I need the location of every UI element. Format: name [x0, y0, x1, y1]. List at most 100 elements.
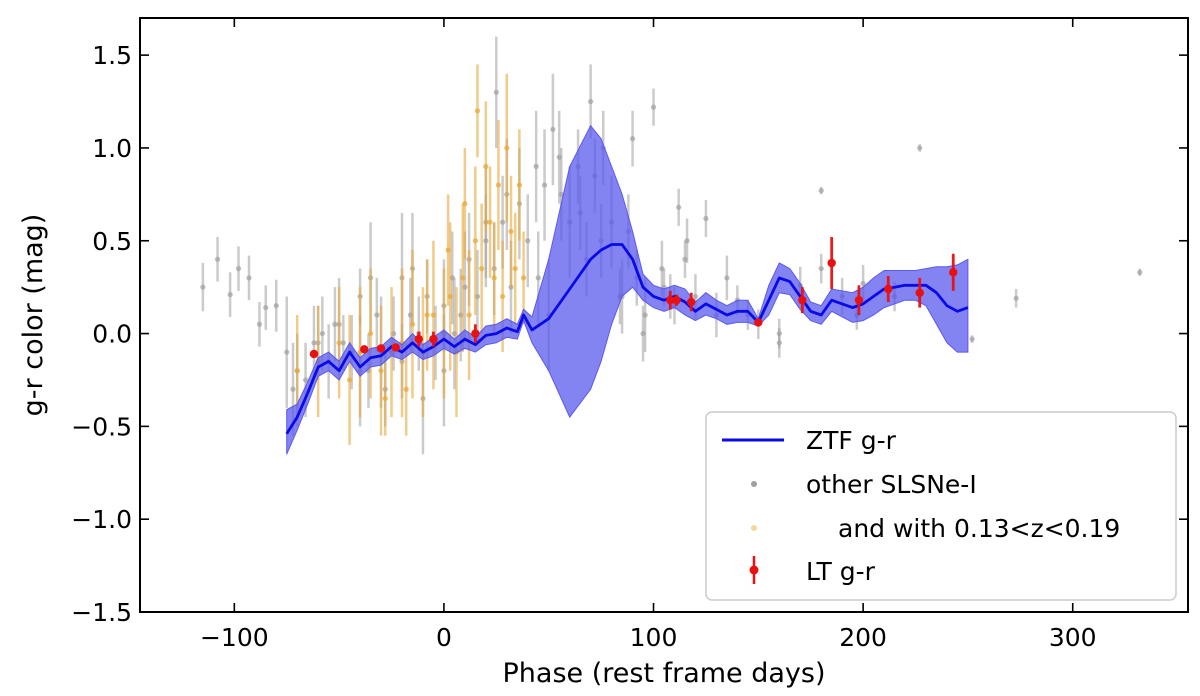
redshift-point — [520, 275, 527, 281]
y-tick-label: 1.5 — [92, 41, 132, 70]
legend-redshift-label: and with 0.13<z<0.19 — [838, 514, 1120, 543]
redshift-point — [336, 340, 342, 346]
other-slsne-point — [235, 265, 242, 272]
y-tick-label: 0.0 — [92, 320, 132, 349]
other-slsne-point — [1137, 269, 1143, 275]
redshift-point — [382, 395, 388, 402]
redshift-point — [409, 321, 416, 327]
legend-redshift-swatch — [751, 525, 757, 531]
ztf-band — [286, 124, 969, 455]
other-slsne-point — [588, 98, 594, 105]
redshift-point — [462, 201, 468, 207]
redshift-point — [487, 219, 493, 225]
ztf-band-layer — [286, 124, 969, 455]
x-tick-label: −100 — [200, 623, 269, 652]
x-tick-label: 0 — [436, 623, 452, 652]
redshift-point — [508, 228, 514, 235]
redshift-point — [483, 163, 489, 170]
redshift-point — [430, 312, 437, 318]
lt-point — [687, 297, 696, 307]
other-slsne-point — [525, 238, 531, 244]
other-slsne-point — [650, 104, 657, 110]
x-axis: −100 0 100 200 300 — [200, 18, 1097, 652]
plot-frame — [139, 17, 1189, 613]
other-slsne-point — [263, 304, 269, 311]
legend-lt-label: LT g-r — [806, 557, 876, 586]
other-slsne-point — [703, 215, 709, 222]
other-slsne-point — [273, 303, 279, 309]
lt-point — [429, 334, 438, 344]
redshift-point — [495, 182, 502, 188]
other-slsne-point — [969, 336, 975, 342]
lt-point — [754, 318, 763, 327]
other-slsne-point — [332, 321, 338, 327]
redshift-point — [516, 182, 522, 188]
other-slsne-point — [533, 163, 539, 170]
redshift-point — [460, 275, 466, 281]
redshift-point — [466, 312, 472, 318]
redshift-point — [445, 247, 451, 253]
other-slsne-point — [640, 330, 646, 337]
x-axis-label: Phase (rest frame days) — [503, 658, 826, 689]
other-slsne-point — [541, 182, 548, 188]
other-slsne-point — [284, 349, 290, 355]
lt-point — [949, 268, 958, 277]
other-slsne-point — [776, 330, 782, 337]
legend: ZTF g-r other SLSNe-I and with 0.13<z<0.… — [705, 411, 1177, 601]
legend-other-swatch — [751, 481, 757, 487]
redshift-point — [472, 238, 478, 244]
lt-point — [666, 295, 675, 305]
other-slsne-point — [535, 275, 541, 281]
other-slsne-point — [246, 275, 252, 281]
legend-box — [705, 411, 1177, 601]
other-slsne-point — [340, 340, 346, 346]
x-tick-label: 200 — [839, 623, 887, 652]
redshift-point — [504, 145, 510, 151]
other-slsne-point — [319, 330, 325, 337]
legend-lt-swatch — [749, 565, 759, 575]
lt-point — [672, 295, 681, 305]
other-slsne-point — [556, 154, 562, 160]
other-slsne-point — [550, 126, 556, 132]
other-slsne-point — [493, 89, 499, 95]
y-tick-label: −1.5 — [71, 598, 132, 627]
lt-point — [915, 288, 924, 297]
other-slsne-point — [214, 256, 221, 262]
lt-point — [854, 295, 864, 305]
lt-point — [471, 329, 480, 338]
other-slsne-point — [818, 265, 824, 272]
redshift-point — [294, 368, 300, 374]
other-slsne-point — [818, 188, 824, 194]
x-tick-label: 300 — [1049, 623, 1097, 652]
lt-point — [827, 258, 836, 268]
lt-points — [309, 237, 958, 359]
other-slsne-point — [290, 386, 296, 392]
redshift-point — [500, 293, 506, 300]
other-slsne-point — [374, 312, 380, 318]
redshift-point — [491, 275, 497, 281]
redshift-point — [347, 377, 353, 383]
lt-point — [360, 345, 369, 354]
other-slsne-point — [311, 340, 317, 346]
other-slsne-point — [917, 145, 923, 151]
legend-other-label: other SLSNe-I — [806, 470, 977, 499]
redshift-point — [474, 108, 481, 114]
y-axis: −1.5 −1.0 −0.5 0.0 0.5 1.0 1.5 — [71, 41, 1188, 627]
lt-point — [391, 343, 400, 352]
other-slsne-point — [302, 377, 309, 383]
other-slsne-point — [676, 204, 682, 210]
other-slsne-points — [200, 36, 1143, 455]
lt-point — [414, 334, 423, 344]
other-slsne-point — [860, 280, 866, 287]
other-slsne-point — [500, 219, 506, 225]
redshift-point — [512, 265, 518, 272]
other-slsne-point — [682, 256, 688, 262]
lt-point — [376, 344, 386, 353]
redshift-point — [424, 312, 430, 318]
redshift-point — [367, 330, 374, 337]
other-slsne-point — [724, 275, 730, 281]
lt-point — [309, 349, 319, 359]
other-slsne-point — [256, 321, 263, 327]
redshift-point — [403, 386, 409, 392]
